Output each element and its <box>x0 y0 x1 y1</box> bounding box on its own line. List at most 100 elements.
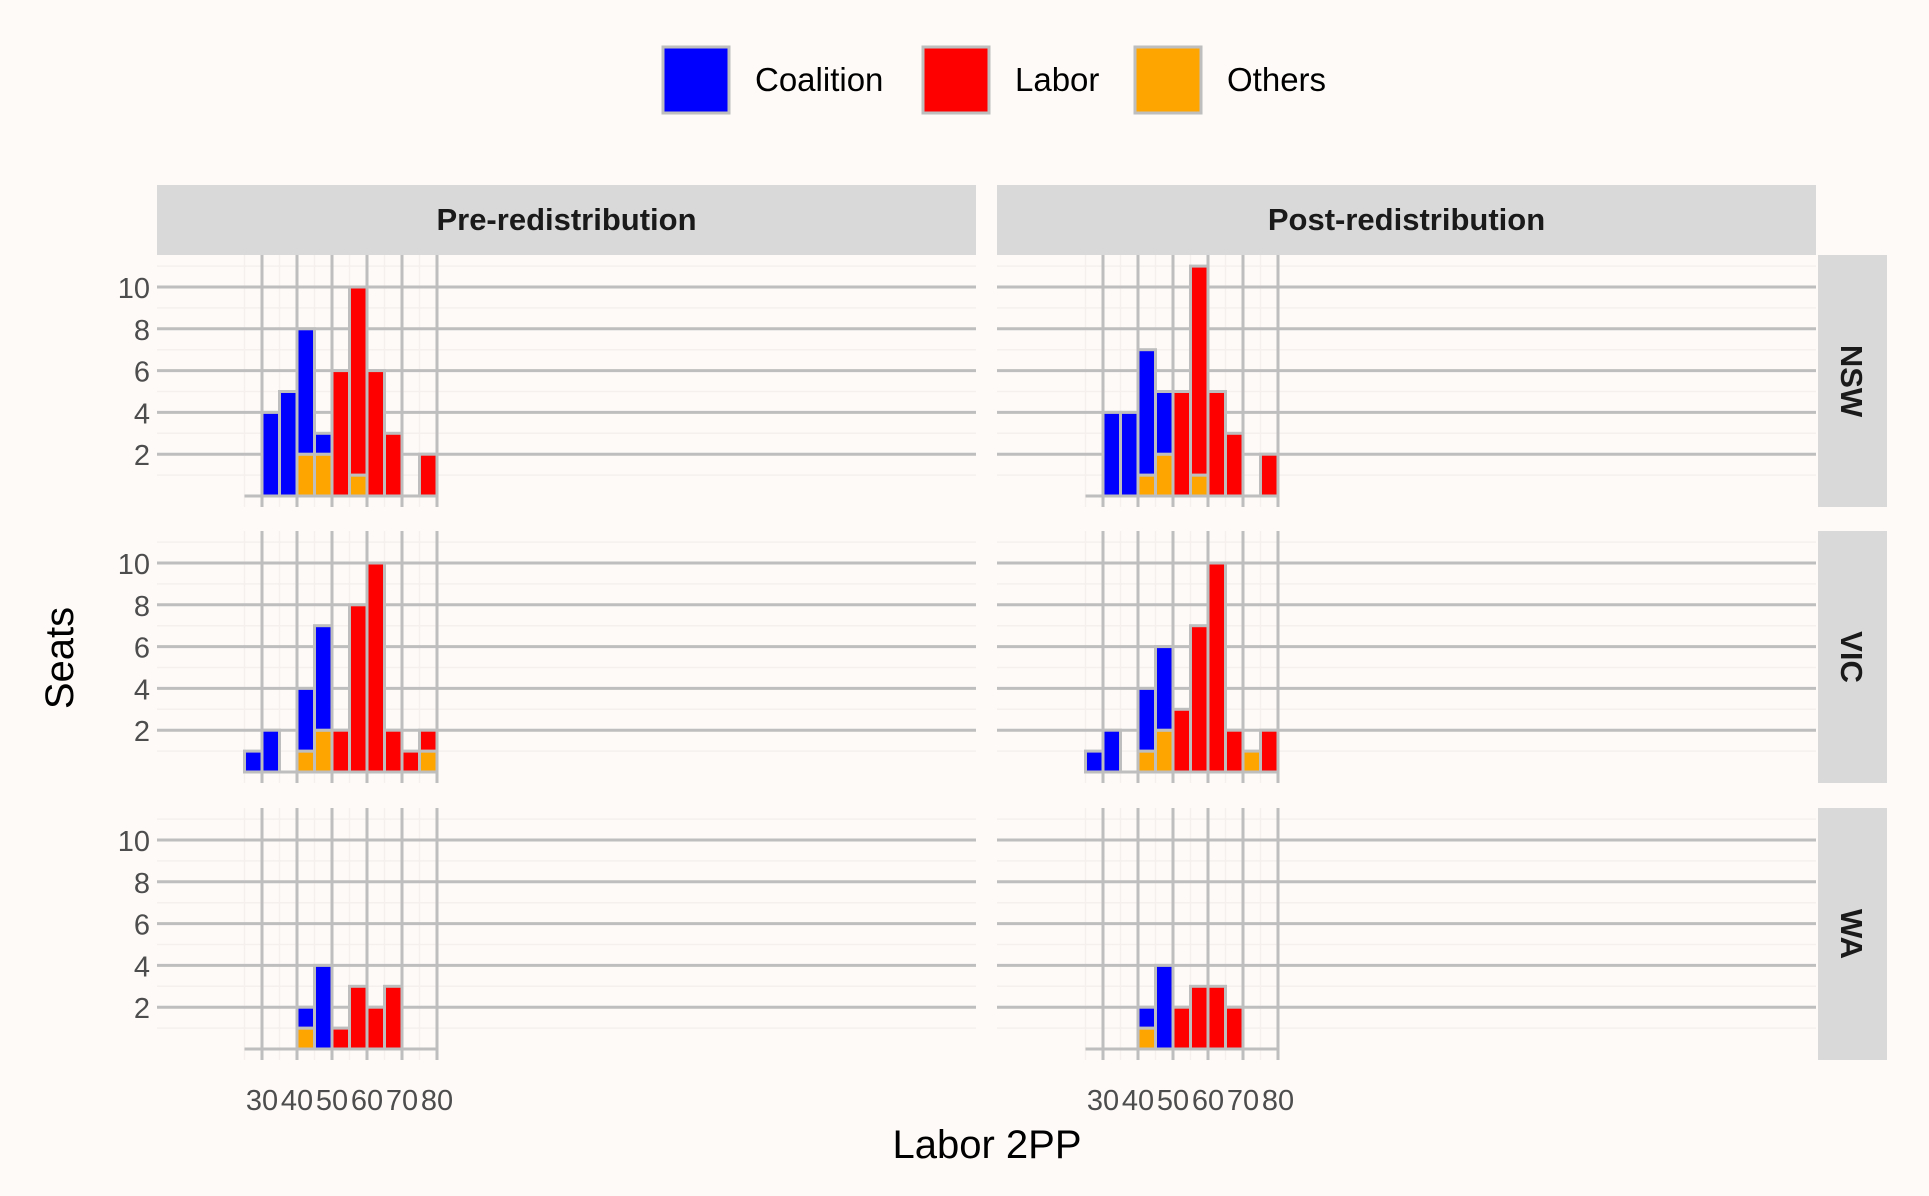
x-tick-label: 30 <box>1087 1085 1119 1117</box>
x-tick-label: 60 <box>1192 1085 1224 1117</box>
bar-labor <box>383 984 404 1051</box>
y-tick-label: 2 <box>134 993 150 1025</box>
bar-labor <box>418 728 439 753</box>
bar-others <box>295 452 316 498</box>
x-tick-label: 70 <box>386 1085 418 1117</box>
y-tick-label: 6 <box>134 357 150 389</box>
bar-labor <box>348 603 369 774</box>
bar-labor <box>418 452 439 498</box>
bar-coalition <box>1154 963 1175 1051</box>
x-tick-label: 30 <box>246 1085 278 1117</box>
bar-coalition <box>278 390 299 498</box>
bar-labor <box>400 749 421 774</box>
y-tick-label: 4 <box>134 674 150 706</box>
bar-labor <box>330 728 351 774</box>
x-tick-label: 40 <box>1122 1085 1154 1117</box>
bar-labor <box>1259 728 1280 774</box>
y-tick-label: 8 <box>134 868 150 900</box>
y-tick-label: 8 <box>134 591 150 623</box>
legend-key-labor <box>921 45 991 115</box>
panel-vic-post <box>997 531 1816 783</box>
y-tick-label: 10 <box>118 273 150 305</box>
bar-labor <box>1224 431 1245 498</box>
facet-label-row: VIC <box>1834 631 1869 683</box>
panel-vic-pre: 2 4 6 8 10 <box>118 531 976 783</box>
x-tick-label: 70 <box>1227 1085 1259 1117</box>
bar-coalition <box>1136 1005 1157 1030</box>
bar-labor <box>1224 1005 1245 1051</box>
bar-coalition <box>313 624 334 732</box>
bar-labor <box>365 561 386 774</box>
panel-wa-post: 30 40 50 60 70 80 <box>997 808 1816 1117</box>
bar-labor <box>383 431 404 498</box>
bar-labor <box>1171 707 1192 774</box>
y-tick-label: 2 <box>134 716 150 748</box>
bar-others <box>1136 749 1157 774</box>
bar-labor <box>1189 624 1210 774</box>
x-tick-label: 80 <box>1262 1085 1294 1117</box>
x-tick-label: 40 <box>281 1085 313 1117</box>
bar-coalition <box>313 431 334 456</box>
bar-coalition <box>295 686 316 753</box>
bar-labor <box>1224 728 1245 774</box>
bar-coalition <box>1101 410 1122 498</box>
bar-others <box>313 452 334 498</box>
bar-labor <box>348 285 369 477</box>
y-tick-label: 6 <box>134 633 150 665</box>
y-tick-label: 8 <box>134 315 150 347</box>
y-tick-label: 2 <box>134 440 150 472</box>
y-axis-title: Seats <box>38 607 82 709</box>
bar-labor <box>348 984 369 1051</box>
bar-labor <box>1189 264 1210 477</box>
bar-others <box>1241 749 1262 774</box>
legend-key-coalition <box>661 45 731 115</box>
y-tick-label: 10 <box>118 549 150 581</box>
y-tick-label: 4 <box>134 951 150 983</box>
x-tick-label: 50 <box>1157 1085 1189 1117</box>
bar-coalition <box>1101 728 1122 774</box>
bar-coalition <box>1119 410 1140 498</box>
x-tick-label: 50 <box>316 1085 348 1117</box>
bar-others <box>313 728 334 774</box>
facet-label-column: Pre-redistribution <box>436 202 696 237</box>
facet-label-row: WA <box>1834 909 1869 959</box>
facet-strip-column <box>157 185 976 255</box>
facet-label-column: Post-redistribution <box>1268 202 1545 237</box>
legend-key-others <box>1133 45 1203 115</box>
bar-labor <box>1259 452 1280 498</box>
legend-label-labor: Labor <box>1015 61 1099 98</box>
panel-nsw-pre: 2 4 6 8 10 <box>118 255 976 507</box>
bar-labor <box>365 369 386 498</box>
bar-others <box>418 749 439 774</box>
legend-label-others: Others <box>1227 61 1326 98</box>
bar-labor <box>383 728 404 774</box>
bar-coalition <box>260 728 281 774</box>
bar-coalition <box>295 327 316 456</box>
facet-strip-row <box>1818 808 1887 1060</box>
bar-labor <box>1189 984 1210 1051</box>
facet-strip-row <box>1818 531 1887 783</box>
bar-coalition <box>1084 749 1105 774</box>
bar-coalition <box>1136 686 1157 753</box>
bar-labor <box>330 1026 351 1051</box>
bar-coalition <box>295 1005 316 1030</box>
legend-label-coalition: Coalition <box>755 61 883 98</box>
bar-labor <box>1206 984 1227 1051</box>
y-tick-label: 10 <box>118 826 150 858</box>
bar-others <box>1136 473 1157 498</box>
bar-others <box>1189 473 1210 498</box>
legend: Coalition Labor Others <box>661 45 1326 115</box>
y-tick-label: 4 <box>134 398 150 430</box>
bar-labor <box>1171 1005 1192 1051</box>
facet-strip-column <box>997 185 1816 255</box>
bar-coalition <box>1136 348 1157 477</box>
bar-others <box>348 473 369 498</box>
bar-coalition <box>313 963 334 1051</box>
x-tick-label: 60 <box>351 1085 383 1117</box>
bar-coalition <box>260 410 281 498</box>
panel-wa-pre: 2 4 6 8 10 30 40 50 60 70 80 <box>118 808 976 1117</box>
bar-coalition <box>243 749 264 774</box>
bar-labor <box>1206 390 1227 498</box>
bar-others <box>1154 452 1175 498</box>
